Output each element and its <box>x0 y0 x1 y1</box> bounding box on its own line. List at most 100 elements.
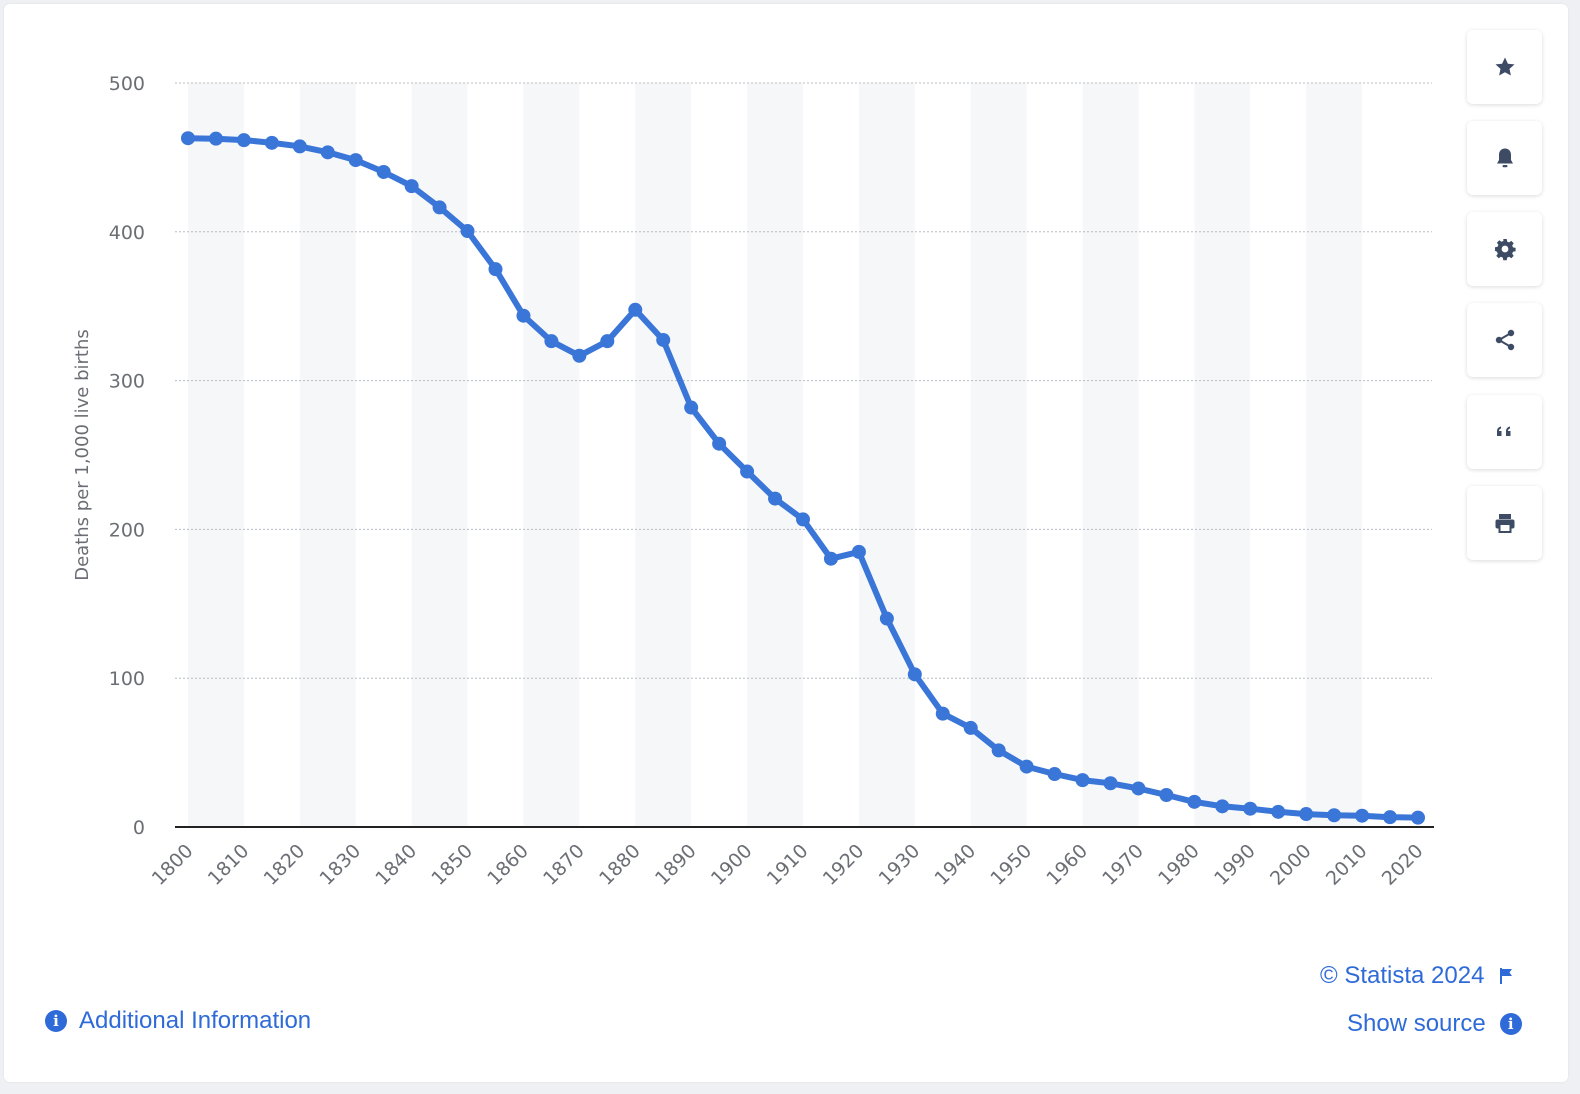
data-point[interactable] <box>292 139 307 154</box>
decade-band <box>635 83 692 827</box>
data-point[interactable] <box>208 131 223 146</box>
data-point[interactable] <box>1355 808 1370 823</box>
data-point[interactable] <box>488 262 503 277</box>
x-tick-label: 1920 <box>819 840 869 890</box>
data-point[interactable] <box>600 334 615 349</box>
x-tick-label: 1870 <box>539 840 589 890</box>
flag-icon <box>1500 968 1513 984</box>
notification-button[interactable] <box>1467 121 1542 195</box>
x-tick-label: 1830 <box>316 840 366 890</box>
print-icon <box>1495 514 1514 533</box>
data-point[interactable] <box>264 135 279 150</box>
y-tick-label: 200 <box>109 519 145 541</box>
data-point[interactable] <box>376 164 391 179</box>
alternating-bands <box>188 83 1363 827</box>
data-point[interactable] <box>1271 804 1286 819</box>
x-tick-label: 1980 <box>1154 840 1204 890</box>
data-point[interactable] <box>460 224 475 239</box>
data-point[interactable] <box>1411 810 1425 825</box>
data-point[interactable] <box>1103 776 1118 791</box>
data-point[interactable] <box>1075 773 1090 788</box>
data-point[interactable] <box>991 743 1006 758</box>
show-source-link[interactable]: Show source i <box>1347 1010 1522 1038</box>
x-tick-label: 1990 <box>1210 840 1260 890</box>
y-axis-ticks: 0 100 200 300 400 500 <box>109 73 145 839</box>
data-point[interactable] <box>851 544 866 559</box>
data-point[interactable] <box>516 308 531 323</box>
decade-band <box>747 83 803 827</box>
x-tick-label: 1890 <box>651 840 701 890</box>
x-tick-label: 1910 <box>763 840 813 890</box>
favorite-button[interactable] <box>1467 30 1542 104</box>
data-point[interactable] <box>1299 807 1314 822</box>
decade-band <box>1306 83 1363 827</box>
y-tick-label: 500 <box>109 73 145 95</box>
data-point[interactable] <box>712 436 727 451</box>
x-tick-label: 2000 <box>1266 840 1316 890</box>
data-point[interactable] <box>236 133 251 148</box>
additional-information-text: Additional Information <box>79 1007 312 1034</box>
x-tick-label: 1880 <box>595 840 645 890</box>
x-tick-label: 2010 <box>1322 840 1372 890</box>
decade-band <box>1194 83 1251 827</box>
data-point[interactable] <box>432 200 447 215</box>
data-point[interactable] <box>1215 799 1230 814</box>
star-icon <box>1495 57 1514 76</box>
x-tick-label: 1800 <box>148 840 198 890</box>
x-tick-label: 1820 <box>260 840 310 890</box>
data-point[interactable] <box>935 706 950 721</box>
decade-band <box>523 83 580 827</box>
settings-button[interactable] <box>1467 212 1542 286</box>
x-tick-label: 1940 <box>931 840 981 890</box>
data-point[interactable] <box>796 512 810 527</box>
data-point[interactable] <box>1383 810 1398 825</box>
data-point[interactable] <box>768 491 783 506</box>
data-point[interactable] <box>963 720 978 735</box>
x-tick-label: 1960 <box>1042 840 1092 890</box>
x-tick-label: 1930 <box>875 840 925 890</box>
additional-information-link[interactable]: i Additional Information <box>45 1007 311 1035</box>
info-icon: i <box>45 1010 67 1032</box>
show-source-text: Show source <box>1347 1010 1486 1037</box>
cite-button[interactable] <box>1467 395 1542 469</box>
gridlines <box>175 82 1432 679</box>
y-tick-label: 0 <box>133 817 145 839</box>
data-point[interactable] <box>879 611 894 626</box>
share-button[interactable] <box>1467 303 1542 377</box>
data-point[interactable] <box>907 667 922 682</box>
data-point[interactable] <box>1187 794 1202 809</box>
data-point[interactable] <box>1243 801 1258 816</box>
y-tick-label: 100 <box>109 668 145 690</box>
data-point[interactable] <box>628 302 643 317</box>
x-tick-label: 1850 <box>427 840 477 890</box>
data-point[interactable] <box>1131 781 1146 796</box>
x-tick-label: 2020 <box>1378 840 1428 890</box>
x-tick-label: 1970 <box>1098 840 1148 890</box>
data-point[interactable] <box>823 551 838 566</box>
data-point[interactable] <box>181 131 195 146</box>
x-tick-label: 1840 <box>371 840 421 890</box>
data-point[interactable] <box>1019 759 1034 774</box>
copyright-text: © Statista 2024 <box>1320 962 1485 989</box>
data-point[interactable] <box>544 334 559 349</box>
copyright-link[interactable]: © Statista 2024 <box>1320 962 1514 990</box>
info-icon: i <box>1499 1013 1522 1035</box>
data-point[interactable] <box>684 400 699 415</box>
data-point[interactable] <box>1159 788 1174 803</box>
data-point[interactable] <box>1327 808 1342 823</box>
decade-band <box>1082 83 1139 827</box>
data-points[interactable] <box>181 131 1425 825</box>
data-point[interactable] <box>572 348 587 363</box>
data-point[interactable] <box>320 145 335 160</box>
data-point[interactable] <box>404 179 419 194</box>
data-point[interactable] <box>348 153 363 168</box>
data-point[interactable] <box>656 332 671 347</box>
share-icon <box>1495 329 1514 351</box>
data-point[interactable] <box>1047 767 1062 782</box>
y-tick-label: 300 <box>109 371 145 393</box>
print-button[interactable] <box>1467 486 1542 560</box>
data-point[interactable] <box>740 464 755 479</box>
x-tick-label: 1900 <box>707 840 757 890</box>
gear-icon <box>1494 239 1516 261</box>
